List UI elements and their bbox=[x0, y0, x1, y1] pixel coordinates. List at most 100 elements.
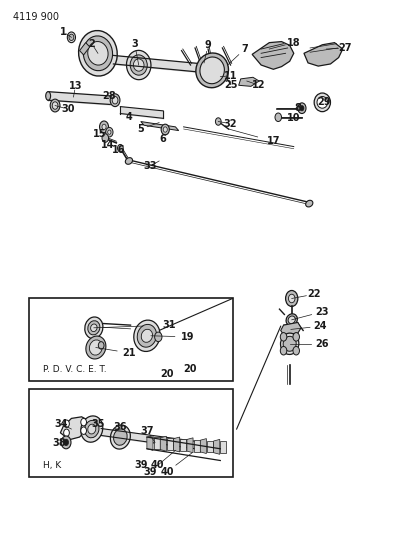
Polygon shape bbox=[200, 439, 206, 454]
Circle shape bbox=[64, 439, 69, 446]
Circle shape bbox=[275, 113, 282, 122]
Text: 34: 34 bbox=[54, 419, 68, 429]
Polygon shape bbox=[239, 77, 259, 86]
Circle shape bbox=[161, 124, 169, 135]
Circle shape bbox=[163, 127, 167, 132]
Text: 10: 10 bbox=[287, 114, 301, 123]
Text: 33: 33 bbox=[143, 161, 157, 171]
Text: 12: 12 bbox=[252, 80, 266, 90]
Ellipse shape bbox=[83, 36, 113, 71]
Ellipse shape bbox=[134, 320, 160, 351]
Ellipse shape bbox=[86, 336, 106, 359]
Text: 38: 38 bbox=[52, 439, 66, 448]
Polygon shape bbox=[187, 438, 193, 453]
Text: H, K: H, K bbox=[43, 461, 61, 470]
Text: 23: 23 bbox=[315, 307, 329, 317]
Ellipse shape bbox=[281, 333, 299, 354]
Circle shape bbox=[280, 346, 287, 355]
Polygon shape bbox=[153, 438, 160, 449]
Polygon shape bbox=[304, 43, 343, 66]
Text: 4119 900: 4119 900 bbox=[13, 12, 59, 22]
Ellipse shape bbox=[306, 200, 313, 207]
Circle shape bbox=[280, 333, 287, 341]
Ellipse shape bbox=[137, 325, 157, 347]
Polygon shape bbox=[180, 439, 186, 451]
Text: 14: 14 bbox=[101, 140, 115, 150]
Ellipse shape bbox=[126, 50, 151, 80]
Ellipse shape bbox=[130, 55, 147, 75]
Ellipse shape bbox=[46, 92, 51, 100]
Ellipse shape bbox=[91, 324, 97, 332]
Polygon shape bbox=[160, 436, 166, 451]
Circle shape bbox=[100, 121, 109, 133]
Text: 13: 13 bbox=[69, 82, 82, 91]
Polygon shape bbox=[173, 437, 180, 452]
Ellipse shape bbox=[288, 316, 295, 324]
Text: 1: 1 bbox=[60, 27, 67, 37]
Text: 22: 22 bbox=[307, 289, 321, 299]
Circle shape bbox=[298, 103, 306, 114]
Circle shape bbox=[102, 134, 109, 142]
Circle shape bbox=[67, 32, 75, 43]
Polygon shape bbox=[147, 435, 153, 450]
Text: 37: 37 bbox=[140, 426, 154, 435]
Circle shape bbox=[293, 333, 299, 341]
Text: 19: 19 bbox=[181, 332, 195, 342]
Text: 15: 15 bbox=[93, 130, 107, 139]
Text: 30: 30 bbox=[62, 104, 75, 114]
Text: 24: 24 bbox=[313, 321, 327, 331]
Text: 7: 7 bbox=[242, 44, 248, 54]
Polygon shape bbox=[220, 441, 226, 453]
Ellipse shape bbox=[79, 30, 117, 76]
Text: 32: 32 bbox=[224, 119, 237, 128]
Text: 35: 35 bbox=[91, 419, 105, 429]
Text: 5: 5 bbox=[137, 124, 144, 134]
Text: 2: 2 bbox=[89, 39, 95, 49]
Ellipse shape bbox=[141, 329, 153, 342]
Text: 8: 8 bbox=[295, 103, 301, 112]
Ellipse shape bbox=[196, 53, 228, 88]
Bar bbox=[29, 389, 233, 477]
Polygon shape bbox=[60, 417, 90, 440]
Text: 16: 16 bbox=[111, 146, 125, 155]
Circle shape bbox=[288, 294, 295, 303]
Circle shape bbox=[50, 99, 60, 112]
Text: 25: 25 bbox=[224, 80, 237, 90]
Circle shape bbox=[102, 124, 106, 130]
Text: 6: 6 bbox=[160, 134, 166, 143]
Text: 28: 28 bbox=[102, 91, 116, 101]
Text: 20: 20 bbox=[184, 364, 197, 374]
Ellipse shape bbox=[111, 425, 130, 449]
Text: 3: 3 bbox=[131, 39, 138, 49]
Text: 27: 27 bbox=[338, 43, 352, 53]
Text: 4: 4 bbox=[125, 112, 132, 122]
Ellipse shape bbox=[88, 321, 100, 335]
Circle shape bbox=[118, 144, 123, 152]
Ellipse shape bbox=[125, 158, 133, 164]
Circle shape bbox=[106, 127, 113, 137]
Circle shape bbox=[110, 94, 120, 107]
Circle shape bbox=[112, 96, 118, 104]
Circle shape bbox=[64, 420, 69, 427]
Ellipse shape bbox=[286, 314, 297, 326]
Text: 40: 40 bbox=[160, 467, 174, 477]
Circle shape bbox=[108, 130, 111, 134]
Text: 20: 20 bbox=[160, 369, 174, 379]
Circle shape bbox=[81, 418, 86, 426]
Circle shape bbox=[286, 290, 298, 306]
Ellipse shape bbox=[200, 57, 224, 84]
Circle shape bbox=[293, 346, 299, 355]
Text: 31: 31 bbox=[162, 320, 176, 330]
Text: P. D. V. C. E. T.: P. D. V. C. E. T. bbox=[43, 365, 106, 374]
Text: 39: 39 bbox=[143, 467, 157, 477]
Polygon shape bbox=[252, 42, 294, 69]
Text: 18: 18 bbox=[287, 38, 301, 47]
Polygon shape bbox=[194, 440, 200, 451]
Ellipse shape bbox=[314, 93, 330, 111]
Ellipse shape bbox=[317, 96, 328, 108]
Text: 36: 36 bbox=[113, 423, 127, 432]
Ellipse shape bbox=[89, 340, 102, 355]
Ellipse shape bbox=[88, 42, 108, 65]
Text: 9: 9 bbox=[205, 41, 211, 50]
Ellipse shape bbox=[133, 59, 144, 71]
